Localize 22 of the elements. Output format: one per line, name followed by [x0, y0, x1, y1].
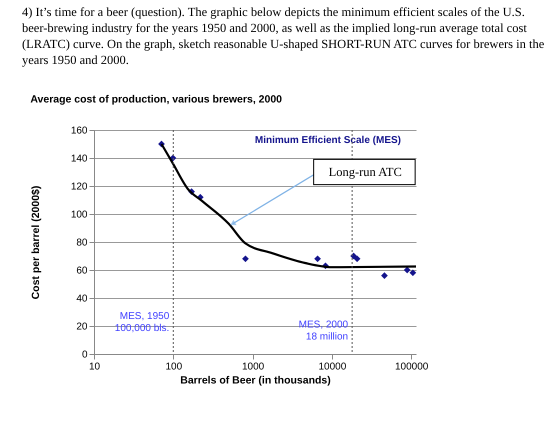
text: Minimum Efficient Scale (MES) [254, 134, 401, 146]
y-tick-label: 0 [82, 350, 88, 360]
y-axis-title: Cost per barrel (2000$) [30, 186, 42, 300]
y-tick-label: 100 [70, 210, 88, 220]
chart-title: Average cost of production, various brewers, 2000 [30, 94, 282, 106]
y-tick-label: 60 [76, 266, 88, 276]
x-tick-label: 100 [165, 362, 183, 372]
x-tick-label: 10 [88, 362, 100, 372]
x-tick-label: 100000 [395, 362, 429, 372]
x-tick-label: 10000 [318, 362, 347, 372]
annotation: Long-run ATC [328, 165, 402, 179]
y-tick-label: 80 [76, 238, 88, 248]
y-tick-label: 120 [70, 182, 88, 192]
ref-line-label: MES, 1950 100,000 bls. [114, 311, 170, 334]
y-tick-label: 160 [70, 126, 88, 136]
y-tick-label: 40 [76, 294, 88, 304]
y-tick-label: 140 [70, 154, 88, 164]
ref-line-label: MES, 2000 18 million [298, 320, 349, 343]
x-tick-label: 1000 [242, 362, 265, 372]
y-tick-label: 20 [76, 322, 88, 332]
text: 4) It’s time for a beer (question). The graphic below depicts the minimum efficient scales of the U.S. beer-brewing industry for the years 1950 and 2000, as well as the implied long-run average total cost (LRATC) curve. On the graph, sketch reasonable U-shaped SHORT-RUN ATC curves for brewers in the years 1950 and 2000. [22, 4, 546, 68]
x-axis-title: Barrels of Beer (in thousands) [180, 374, 331, 386]
